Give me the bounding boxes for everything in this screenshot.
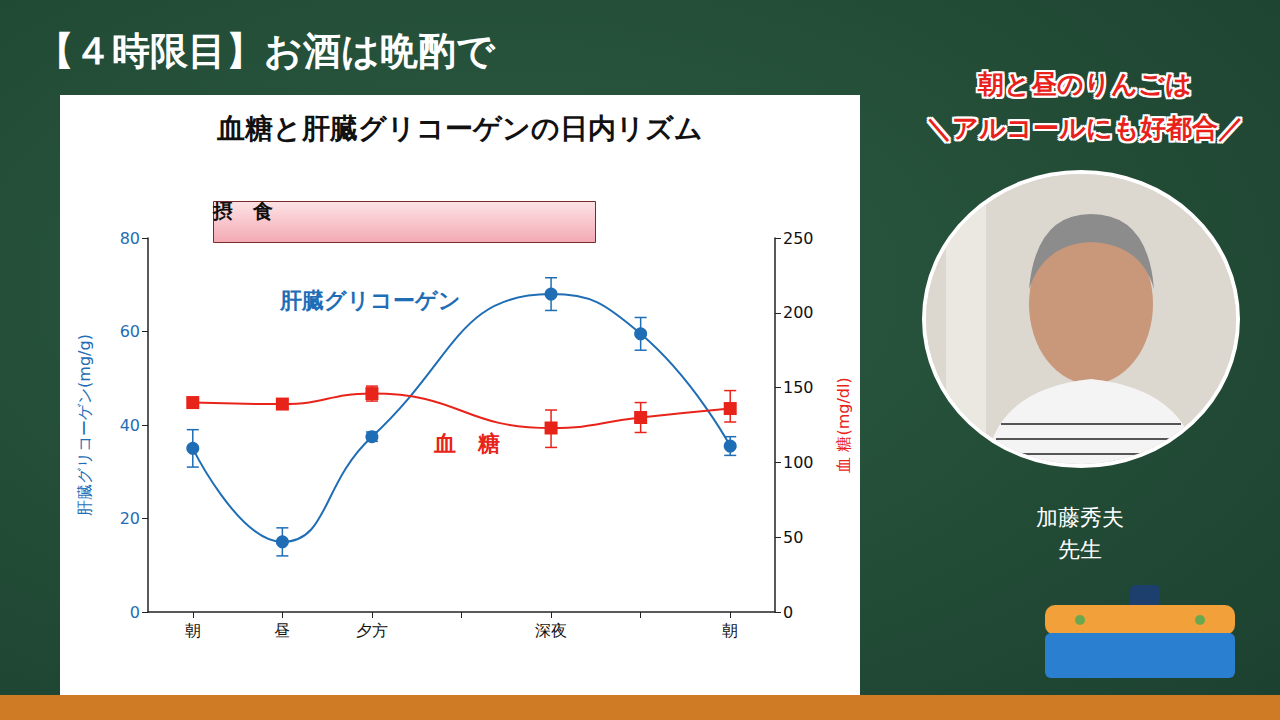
svg-text:60: 60 bbox=[120, 322, 140, 341]
svg-text:朝: 朝 bbox=[722, 621, 738, 640]
svg-text:血 糖(mg/dl): 血 糖(mg/dl) bbox=[834, 377, 853, 472]
html-text:【４時限目】お酒は晩酌で: 【４時限目】お酒は晩酌で bbox=[36, 29, 495, 73]
html-text:＼アルコールにも好都合／: ＼アルコールにも好都合／ bbox=[926, 113, 1244, 143]
svg-text:夕方: 夕方 bbox=[356, 621, 388, 640]
svg-text:肝臓グリコーゲン(mg/g): 肝臓グリコーゲン(mg/g) bbox=[75, 334, 94, 516]
html-text:加藤秀夫: 加藤秀夫 bbox=[1036, 505, 1124, 530]
svg-text:朝: 朝 bbox=[185, 621, 201, 640]
svg-text:20: 20 bbox=[120, 509, 140, 528]
svg-text:0: 0 bbox=[783, 603, 793, 622]
svg-text:深夜: 深夜 bbox=[535, 621, 567, 640]
svg-text:血糖と肝臓グリコーゲンの日内リズム: 血糖と肝臓グリコーゲンの日内リズム bbox=[216, 112, 703, 145]
html-text:先生: 先生 bbox=[1058, 537, 1102, 562]
svg-text:80: 80 bbox=[120, 229, 140, 248]
svg-text:昼: 昼 bbox=[274, 621, 290, 640]
svg-text:肝臓グリコーゲン: 肝臓グリコーゲン bbox=[279, 288, 461, 313]
svg-text:50: 50 bbox=[783, 528, 803, 547]
svg-text:血 糖: 血 糖 bbox=[433, 431, 500, 456]
svg-text:100: 100 bbox=[783, 453, 814, 472]
svg-text:0: 0 bbox=[130, 603, 140, 622]
svg-text:250: 250 bbox=[783, 229, 814, 248]
svg-text:200: 200 bbox=[783, 303, 814, 322]
svg-text:摂 食: 摂 食 bbox=[212, 199, 273, 223]
html-text:朝と昼のりんごは: 朝と昼のりんごは bbox=[978, 69, 1192, 99]
svg-text:150: 150 bbox=[783, 378, 814, 397]
svg-text:40: 40 bbox=[120, 416, 140, 435]
